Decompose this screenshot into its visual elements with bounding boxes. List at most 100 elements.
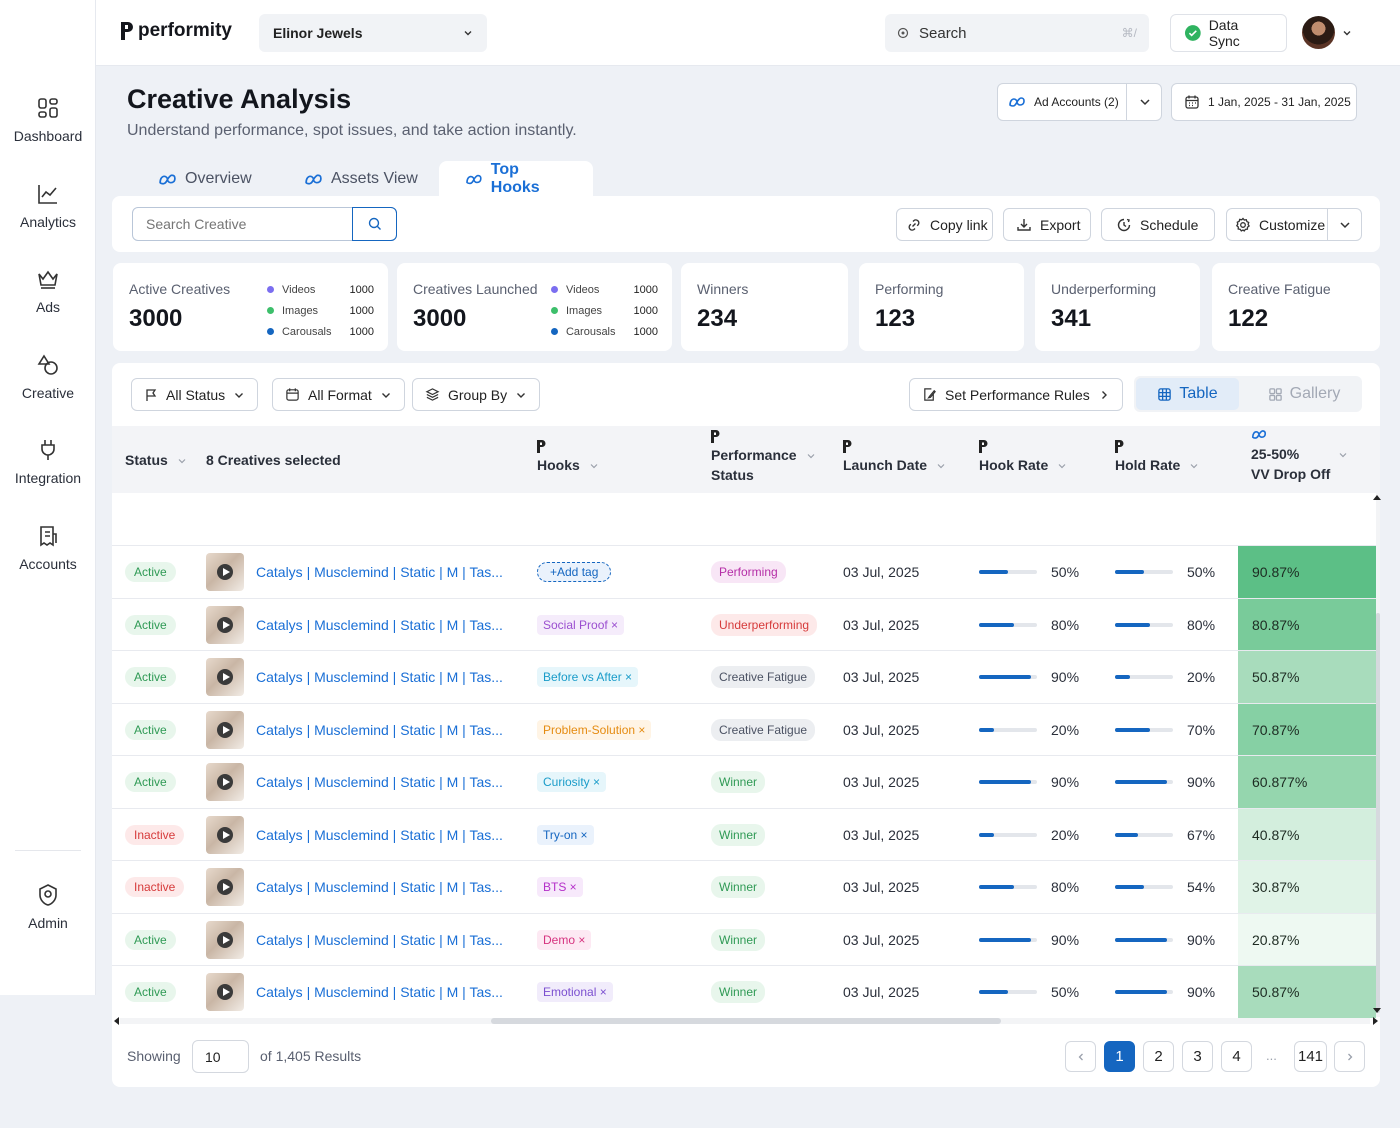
page-button-4[interactable]: 4 [1221,1041,1252,1072]
hook-tag[interactable]: Curiosity × [537,772,607,792]
creative-search-button[interactable] [352,207,397,241]
table-row[interactable]: Active Catalys | Musclemind | Static | M… [112,650,1376,703]
workspace-selector[interactable]: Elinor Jewels [259,14,487,52]
creative-name-link[interactable]: Catalys | Musclemind | Static | M | Tas.… [256,826,503,843]
creative-thumbnail[interactable] [206,868,244,906]
format-filter[interactable]: All Format [272,378,405,411]
creative-cell[interactable]: Catalys | Musclemind | Static | M | Tas.… [206,546,503,598]
table-row[interactable]: Inactive Catalys | Musclemind | Static |… [112,860,1376,913]
sidebar-item-analytics[interactable]: Analytics [0,182,96,230]
hook-tag[interactable]: Social Proof × [537,614,625,635]
creative-cell[interactable]: Catalys | Musclemind | Static | M | Tas.… [206,914,503,966]
creative-name-link[interactable]: Catalys | Musclemind | Static | M | Tas.… [256,564,503,580]
column-hold-rate[interactable]: Hold Rate [1115,440,1198,475]
avatar[interactable] [1302,16,1335,49]
vertical-scrollbar-thumb[interactable] [1376,613,1380,1013]
creative-thumbnail[interactable] [206,605,244,644]
creative-name-link[interactable]: Catalys | Musclemind | Static | M | Tas.… [256,721,503,738]
sidebar-item-accounts[interactable]: Accounts [0,524,96,572]
creative-cell[interactable]: Catalys | Musclemind | Static | M | Tas.… [206,704,503,756]
tab-overview[interactable]: Overview [132,161,278,197]
customize-dropdown-toggle[interactable] [1327,209,1362,240]
creative-thumbnail[interactable] [206,763,244,801]
scroll-down-arrow-icon[interactable] [1373,1008,1381,1014]
schedule-button[interactable]: Schedule [1101,208,1215,241]
copy-link-button[interactable]: Copy link [896,208,993,241]
page-button-last[interactable]: 141 [1294,1041,1327,1072]
creative-name-link[interactable]: Catalys | Musclemind | Static | M | Tas.… [256,931,503,948]
creative-cell[interactable]: Catalys | Musclemind | Static | M | Tas.… [206,651,503,703]
hook-tag[interactable]: Before vs After × [537,667,639,687]
prev-page-button[interactable] [1065,1041,1096,1072]
creative-thumbnail[interactable] [206,920,244,959]
creative-name-link[interactable]: Catalys | Musclemind | Static | M | Tas.… [256,774,503,790]
sidebar-item-creative[interactable]: Creative [0,353,96,401]
horizontal-scrollbar[interactable] [120,1018,1370,1024]
column-hook-rate[interactable]: Hook Rate [979,440,1066,475]
sidebar-item-integration[interactable]: Integration [0,438,96,486]
export-button[interactable]: Export [1003,208,1091,241]
column-status[interactable]: Status [125,450,186,470]
scroll-up-arrow-icon[interactable] [1373,494,1381,500]
creative-cell[interactable]: Catalys | Musclemind | Static | M | Tas.… [206,756,503,808]
column-performance-status[interactable]: Performance Status [711,430,815,485]
brand-logo[interactable]: performity [120,20,232,42]
ad-accounts-dropdown-toggle[interactable] [1126,84,1162,120]
creative-cell[interactable]: Catalys | Musclemind | Static | M | Tas.… [206,966,503,1018]
per-page-input[interactable]: 10 [192,1040,249,1073]
table-row[interactable]: Active Catalys | Musclemind | Static | M… [112,597,1376,651]
table-row[interactable]: Active Catalys | Musclemind | Static | M… [112,755,1376,808]
creative-thumbnail[interactable] [206,658,244,696]
column-hooks[interactable]: Hooks [537,440,598,475]
tab-assets-view[interactable]: Assets View [278,161,444,197]
tab-top-hooks[interactable]: Top Hooks [439,161,593,197]
table-row[interactable]: Active Catalys | Musclemind | Static | M… [112,965,1376,1018]
table-view-button[interactable]: Table [1136,378,1239,410]
hook-tag[interactable]: +Add tag [537,562,612,582]
creative-name-link[interactable]: Catalys | Musclemind | Static | M | Tas.… [256,616,503,633]
creative-cell[interactable]: Catalys | Musclemind | Static | M | Tas.… [206,599,503,651]
group-by-filter[interactable]: Group By [412,378,541,411]
hook-tag[interactable]: Try-on × [537,824,594,845]
hook-tag[interactable]: Emotional × [537,982,613,1002]
vertical-scrollbar[interactable] [1376,493,1380,1017]
creative-name-link[interactable]: Catalys | Musclemind | Static | M | Tas.… [256,879,503,895]
creative-name-link[interactable]: Catalys | Musclemind | Static | M | Tas.… [256,669,503,685]
page-button-1[interactable]: 1 [1104,1041,1135,1072]
creative-search-input[interactable] [133,208,352,240]
hook-tag[interactable]: BTS × [537,877,583,897]
date-range-picker[interactable]: 1 Jan, 2025 - 31 Jan, 2025 [1171,83,1357,121]
gallery-view-button[interactable]: Gallery [1250,378,1358,410]
customize-button[interactable]: Customize [1226,208,1362,241]
column-launch-date[interactable]: Launch Date [843,440,945,475]
creative-thumbnail[interactable] [206,973,244,1011]
page-button-3[interactable]: 3 [1182,1041,1213,1072]
chevron-down-icon[interactable] [1340,26,1354,40]
global-search[interactable]: Search ⌘/ [885,14,1149,52]
next-page-button[interactable] [1334,1041,1365,1072]
hook-tag[interactable]: Problem-Solution × [537,719,652,740]
hook-tag[interactable]: Demo × [537,929,592,950]
scroll-left-arrow-icon[interactable] [113,1017,119,1025]
horizontal-scrollbar-thumb[interactable] [491,1018,1001,1024]
creative-thumbnail[interactable] [206,815,244,854]
creative-cell[interactable]: Catalys | Musclemind | Static | M | Tas.… [206,861,503,913]
table-row[interactable]: Active Catalys | Musclemind | Static | M… [112,912,1376,966]
column-vv-drop-off[interactable]: 25-50% VV Drop Off [1251,430,1347,484]
table-row[interactable]: Active Catalys | Musclemind | Static | M… [112,702,1376,756]
creative-cell[interactable]: Catalys | Musclemind | Static | M | Tas.… [206,809,503,861]
status-filter[interactable]: All Status [131,378,259,411]
creative-name-link[interactable]: Catalys | Musclemind | Static | M | Tas.… [256,984,503,1000]
sidebar-item-dashboard[interactable]: Dashboard [0,96,96,144]
sidebar-item-admin[interactable]: Admin [0,883,96,931]
sidebar-item-ads[interactable]: Ads [0,267,96,315]
data-sync-button[interactable]: Data Sync [1170,14,1287,52]
scroll-right-arrow-icon[interactable] [1373,1017,1379,1025]
ad-accounts-selector[interactable]: Ad Accounts (2) [997,83,1162,121]
set-performance-rules-button[interactable]: Set Performance Rules [909,378,1123,411]
table-row[interactable]: Inactive Catalys | Musclemind | Static |… [112,807,1376,861]
creative-thumbnail[interactable] [206,710,244,749]
table-row[interactable]: Active Catalys | Musclemind | Static | M… [112,545,1376,598]
page-button-2[interactable]: 2 [1143,1041,1174,1072]
creative-thumbnail[interactable] [206,553,244,591]
